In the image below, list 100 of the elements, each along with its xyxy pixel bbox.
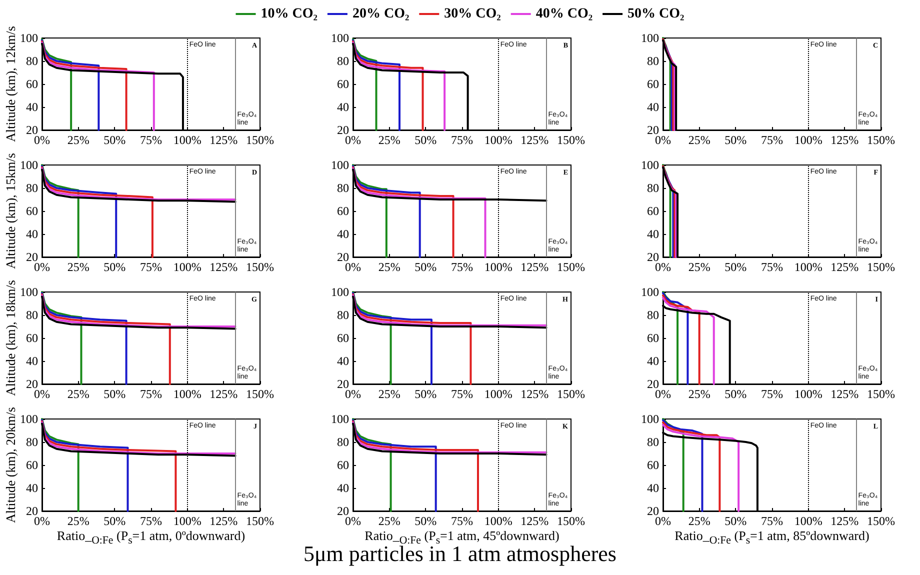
x-tick-label: 100%: [794, 133, 822, 147]
y-tick-label: 40: [26, 354, 38, 368]
x-tick-label: 50%: [724, 260, 747, 274]
y-tick-label: 100: [20, 158, 38, 172]
x-tick-label: 75%: [451, 260, 473, 274]
y-tick-label: 60: [647, 204, 659, 218]
x-tick-label: 75%: [451, 133, 473, 147]
x-tick-label: 125%: [830, 514, 859, 528]
x-tick-label: 50%: [414, 260, 437, 274]
x-tick-label: 150%: [246, 133, 274, 147]
x-tick-label: 25%: [378, 387, 400, 401]
x-tick-label: 25%: [378, 514, 400, 528]
y-axis-title: Altitude (km), 15km/s: [3, 153, 19, 269]
x-tick-label: 25%: [378, 133, 400, 147]
y-tick-label: 40: [337, 354, 349, 368]
x-tick-label: 100%: [173, 387, 202, 401]
y-tick-label: 40: [26, 100, 38, 114]
y-tick-label: 60: [337, 204, 349, 218]
y-tick-label: 60: [26, 204, 38, 218]
y-tick-label: 100: [331, 412, 349, 426]
y-tick-label: 60: [26, 331, 38, 345]
x-axis-title: Ratio_$_{O:Fe}$ (P$_{s}$=1 atm, 45ºdownward): [364, 528, 560, 547]
x-tick-label: 150%: [867, 260, 895, 274]
x-tick-label: 100%: [484, 387, 512, 401]
x-tick-label: 150%: [867, 133, 895, 147]
x-tick-label: 50%: [724, 387, 747, 401]
x-tick-label: 100%: [794, 387, 822, 401]
x-tick-label: 75%: [140, 133, 162, 147]
x-tick-label: 125%: [830, 387, 859, 401]
x-tick-label: 75%: [761, 514, 783, 528]
y-tick-label: 100: [331, 31, 349, 45]
x-tick-label: 25%: [378, 260, 400, 274]
x-tick-label: 50%: [104, 514, 126, 528]
y-tick-label: 40: [647, 227, 659, 241]
x-tick-label: 125%: [830, 133, 859, 147]
x-tick-label: 75%: [140, 260, 162, 274]
y-tick-label: 60: [26, 458, 38, 472]
x-tick-label: 75%: [761, 387, 783, 401]
x-tick-label: 125%: [520, 260, 549, 274]
x-tick-label: 150%: [867, 387, 895, 401]
x-tick-label: 125%: [520, 514, 549, 528]
x-tick-label: 50%: [724, 133, 747, 147]
x-tick-label: 125%: [210, 387, 238, 401]
x-tick-label: 50%: [414, 514, 437, 528]
x-tick-label: 150%: [246, 387, 274, 401]
x-tick-label: 150%: [557, 387, 585, 401]
legend-label: 30% CO₂: [444, 6, 501, 22]
legend-label: 10% CO₂: [260, 6, 318, 22]
x-tick-label: 100%: [794, 260, 822, 274]
y-tick-label: 80: [26, 435, 38, 449]
x-tick-label: 100%: [173, 514, 202, 528]
legend-label: 20% CO₂: [352, 6, 410, 22]
y-tick-label: 60: [647, 331, 659, 345]
x-tick-label: 25%: [688, 387, 710, 401]
x-tick-label: 150%: [557, 133, 585, 147]
y-tick-label: 40: [647, 481, 659, 495]
y-tick-label: 100: [641, 31, 659, 45]
y-axis-title: Altitude (km), 18km/s: [3, 280, 19, 396]
y-tick-label: 80: [647, 54, 659, 68]
x-tick-label: 25%: [688, 133, 710, 147]
y-tick-label: 80: [26, 54, 38, 68]
y-tick-label: 60: [26, 77, 38, 91]
y-tick-label: 40: [647, 100, 659, 114]
x-tick-label: 125%: [830, 260, 859, 274]
y-tick-label: 80: [337, 54, 349, 68]
y-tick-label: 100: [641, 158, 659, 172]
y-tick-label: 100: [331, 158, 349, 172]
y-tick-label: 60: [337, 331, 349, 345]
x-tick-label: 100%: [173, 260, 202, 274]
x-tick-label: 75%: [451, 387, 473, 401]
x-tick-label: 100%: [484, 514, 512, 528]
y-tick-label: 80: [647, 308, 659, 322]
x-tick-label: 50%: [414, 133, 437, 147]
y-tick-label: 100: [641, 412, 659, 426]
y-tick-label: 40: [26, 481, 38, 495]
y-tick-label: 80: [647, 435, 659, 449]
x-tick-label: 150%: [246, 514, 274, 528]
y-tick-label: 80: [337, 308, 349, 322]
y-tick-label: 40: [647, 354, 659, 368]
x-tick-label: 25%: [688, 260, 710, 274]
y-tick-label: 80: [26, 181, 38, 195]
x-tick-label: 125%: [210, 260, 238, 274]
x-tick-label: 100%: [173, 133, 202, 147]
y-tick-label: 100: [20, 285, 38, 299]
y-tick-label: 100: [20, 31, 38, 45]
y-tick-label: 60: [647, 458, 659, 472]
x-tick-label: 150%: [557, 514, 585, 528]
y-tick-label: 80: [647, 181, 659, 195]
x-tick-label: 150%: [557, 260, 585, 274]
x-tick-label: 75%: [761, 133, 783, 147]
x-tick-label: 100%: [484, 133, 512, 147]
x-tick-label: 150%: [867, 514, 895, 528]
y-tick-label: 40: [337, 481, 349, 495]
y-tick-label: 80: [337, 435, 349, 449]
x-tick-label: 125%: [520, 133, 549, 147]
x-tick-label: 50%: [104, 260, 126, 274]
x-tick-label: 50%: [104, 133, 126, 147]
y-tick-label: 60: [337, 458, 349, 472]
x-tick-label: 75%: [140, 387, 162, 401]
x-tick-label: 75%: [140, 514, 162, 528]
